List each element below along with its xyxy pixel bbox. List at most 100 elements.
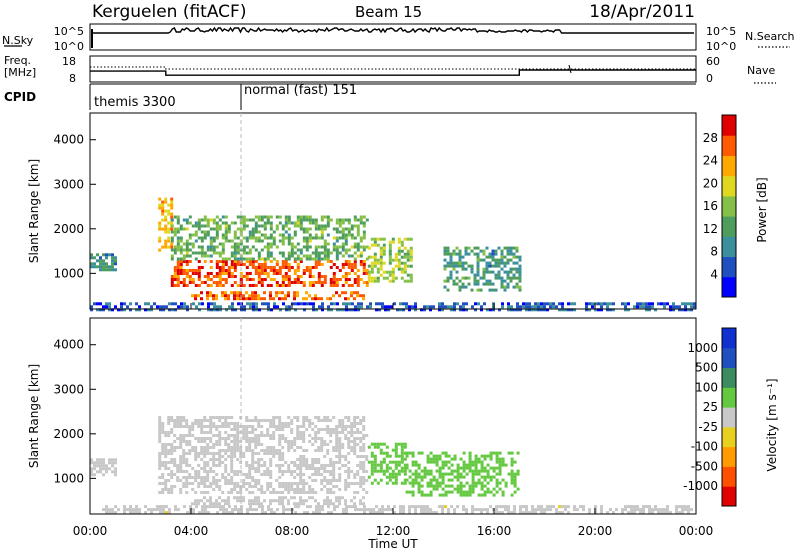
heatmap-cell <box>317 281 321 284</box>
heatmap-cell <box>275 416 279 419</box>
heatmap-cell <box>173 419 177 422</box>
heatmap-cell <box>432 484 436 488</box>
heatmap-cell <box>170 452 174 455</box>
heatmap-cell <box>555 511 558 515</box>
heatmap-cell <box>132 508 135 512</box>
heatmap-cell <box>260 431 264 434</box>
heatmap-cell <box>245 419 249 422</box>
heatmap-cell <box>507 308 510 312</box>
heatmap-cell <box>302 218 306 222</box>
heatmap-cell <box>350 233 354 237</box>
heatmap-cell <box>359 499 362 503</box>
heatmap-cell <box>305 245 309 249</box>
heatmap-cell <box>296 458 300 461</box>
heatmap-cell <box>332 428 336 431</box>
heatmap-cell <box>438 475 442 479</box>
heatmap-cell <box>385 469 389 473</box>
heatmap-cell <box>179 266 183 269</box>
heatmap-cell <box>197 476 201 479</box>
heatmap-cell <box>221 260 225 263</box>
heatmap-cell <box>170 236 174 240</box>
heatmap-cell <box>388 475 392 479</box>
heatmap-cell <box>246 508 249 512</box>
heatmap-cell <box>270 508 273 512</box>
heatmap-cell <box>335 251 339 255</box>
heatmap-cell <box>221 278 225 281</box>
heatmap-cell <box>651 302 654 306</box>
heatmap-cell <box>254 248 258 252</box>
heatmap-cell <box>543 302 546 306</box>
heatmap-cell <box>441 487 445 491</box>
heatmap-cell <box>216 308 219 312</box>
heatmap-cell <box>203 502 206 506</box>
heatmap-cell <box>197 221 201 225</box>
heatmap-cell <box>630 511 633 515</box>
heatmap-cell <box>272 242 276 246</box>
heatmap-cell <box>323 419 327 422</box>
heatmap-cell <box>170 461 174 464</box>
heatmap-cell <box>285 305 288 309</box>
heatmap-cell <box>373 478 377 482</box>
heatmap-cell <box>341 419 345 422</box>
heatmap-cell <box>245 440 249 443</box>
heatmap-cell <box>462 484 466 488</box>
heatmap-cell <box>471 305 474 309</box>
heatmap-cell <box>111 470 114 474</box>
heatmap-cell <box>296 473 300 476</box>
colorbar-tick-label: 100 <box>695 380 718 394</box>
heatmap-cell <box>257 281 261 284</box>
heatmap-cell <box>519 505 522 509</box>
heatmap-cell <box>462 493 466 497</box>
heatmap-cell <box>242 297 245 301</box>
heatmap-cell <box>236 294 239 298</box>
heatmap-cell <box>284 263 288 266</box>
heatmap-cell <box>207 308 210 312</box>
heatmap-cell <box>441 460 445 464</box>
heatmap-cell <box>510 308 513 312</box>
heatmap-cell <box>438 302 441 306</box>
heatmap-cell <box>687 508 690 512</box>
heatmap-cell <box>173 446 177 449</box>
freq-tick-bottom: 8 <box>69 72 76 85</box>
heatmap-cell <box>332 416 336 419</box>
heatmap-cell <box>213 302 216 306</box>
heatmap-cell <box>224 269 228 272</box>
heatmap-cell <box>213 505 216 509</box>
heatmap-cell <box>281 485 285 488</box>
heatmap-cell <box>350 266 354 269</box>
heatmap-cell <box>218 416 222 419</box>
heatmap-cell <box>379 267 383 271</box>
heatmap-cell <box>335 236 339 240</box>
heatmap-cell <box>417 505 420 509</box>
heatmap-cell <box>224 233 228 237</box>
heatmap-cell <box>338 422 342 425</box>
heatmap-cell <box>167 236 171 240</box>
nave-tick-top: 60 <box>706 55 720 68</box>
heatmap-cell <box>206 476 210 479</box>
heatmap-cell <box>367 264 371 268</box>
heatmap-cell <box>347 284 351 287</box>
heatmap-cell <box>263 236 267 240</box>
heatmap-cell <box>314 251 318 255</box>
heatmap-cell <box>215 275 219 278</box>
heatmap-cell <box>158 416 162 419</box>
heatmap-cell <box>284 294 287 298</box>
heatmap-cell <box>382 442 386 446</box>
heatmap-cell <box>332 479 336 482</box>
heatmap-cell <box>432 487 436 491</box>
heatmap-cell <box>359 467 363 470</box>
heatmap-cell <box>251 476 255 479</box>
heatmap-cell <box>645 305 648 309</box>
heatmap-cell <box>287 488 291 491</box>
heatmap-cell <box>397 442 401 446</box>
heatmap-cell <box>528 308 531 312</box>
heatmap-cell <box>164 479 168 482</box>
heatmap-cell <box>275 215 279 219</box>
heatmap-cell <box>606 308 609 312</box>
heatmap-cell <box>311 467 315 470</box>
heatmap-cell <box>624 505 627 509</box>
heatmap-cell <box>393 505 396 509</box>
heatmap-cell <box>204 505 207 509</box>
heatmap-cell <box>269 260 273 263</box>
heatmap-cell <box>176 476 180 479</box>
